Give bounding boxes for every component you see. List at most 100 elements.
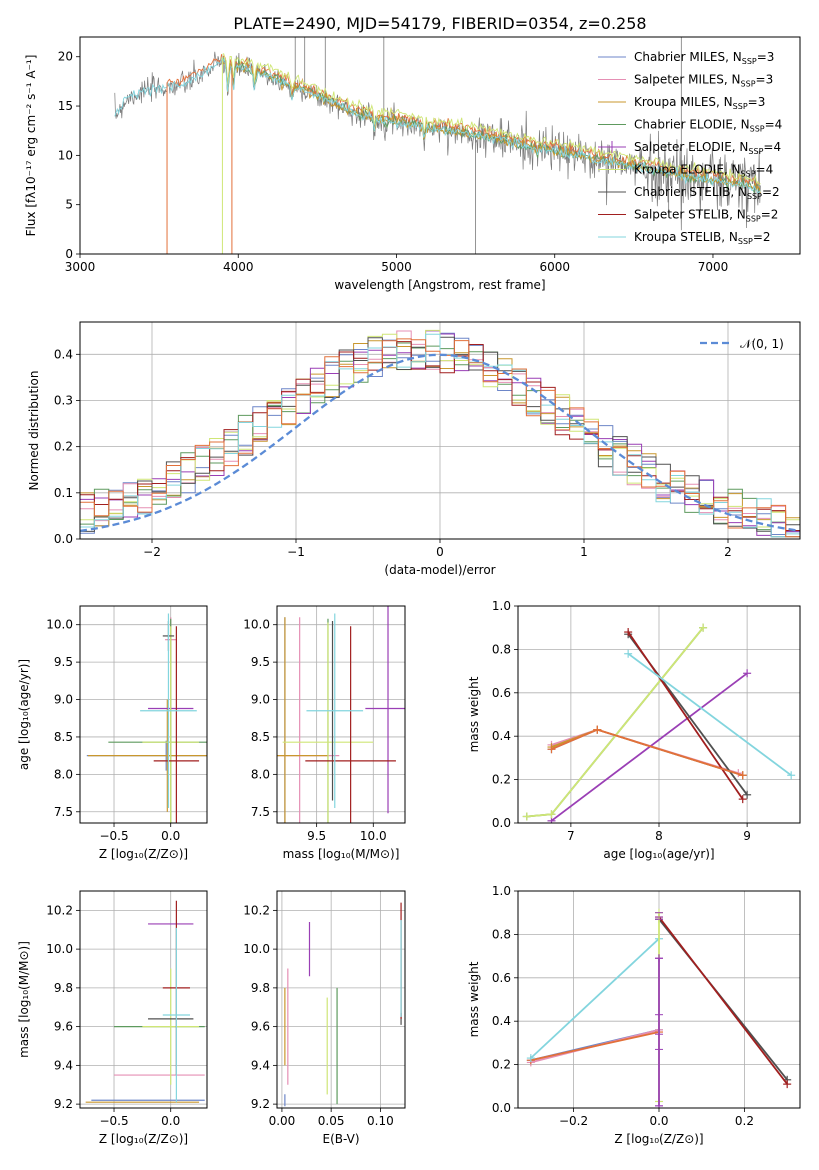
legend-value: =2 [761,208,779,222]
errorbar-point [142,626,200,823]
x-tick-label: 0.05 [318,1114,345,1128]
axes-frame [79,36,801,255]
x-axis-label: age [log₁₀(age/yr)] [603,847,714,861]
y-tick-label: 9.8 [251,981,270,995]
x-tick-label: −0.5 [99,1114,128,1128]
errorbar-point [365,606,405,814]
y-axis-label: age [log₁₀(age/yr)] [17,659,31,770]
y-axis-label: mass weight [467,676,481,752]
x-tick-label: 7 [567,829,575,843]
y-tick-labels: 0.0 0.2 0.4 0.6 0.8 1.0 [492,884,511,1115]
y-tick-label: 9.5 [251,655,270,669]
legend-value: =2 [762,185,780,199]
errorbar-point [142,968,200,1085]
legend-label: Salpeter ELODIE, NSSP=4 [634,140,781,156]
x-tick-labels: −2 −1 0 1 2 [143,545,732,559]
residual-histogram [80,333,800,538]
x-tick-label: 0.10 [367,1114,394,1128]
legend-subscript: SSP [741,170,756,179]
x-tick-labels: −0.2 0.0 0.2 [559,1114,754,1128]
errorbar-point [140,613,197,809]
y-axis-label: mass weight [467,961,481,1037]
y-tick-labels: 0.0 0.2 0.4 0.6 0.8 1.0 [492,599,511,830]
errorbar-point [306,613,364,809]
legend-subscript: SSP [747,192,762,201]
age_vs_Z-panel: −0.5 0.0 7.5 8.0 8.5 9.0 9.5 10.0 Z [log₁₀(Z/Z⊙)… [17,605,208,861]
y-tick-label: 10.0 [46,618,73,632]
y-tick-label: 0.8 [492,927,511,941]
y-tick-label: 0.6 [492,686,511,700]
y-tick-label: 7.5 [251,805,270,819]
x-tick-label: 0.2 [735,1114,754,1128]
y-tick-label: 0.6 [492,971,511,985]
legend-subscript: SSP [733,102,748,111]
legend-label: Chabrier MILES, NSSP=3 [634,50,774,66]
y-tick-labels: 9.2 9.4 9.6 9.8 10.0 10.2 [243,903,270,1111]
residual-legend: 𝒩(0, 1) [700,337,784,351]
x-axis-label: Z [log₁₀(Z/Z⊙)] [99,847,188,861]
axes-frame [79,321,801,540]
weight-series [624,630,752,799]
y-tick-label: 9.0 [251,693,270,707]
legend-value: =4 [765,118,783,132]
model-spectrum-line [166,54,760,188]
y-tick-label: 0 [65,247,73,261]
y-tick-label: 0.4 [492,729,511,743]
y-axis-label: Flux [fλ10⁻¹⁷ erg cm⁻² s⁻¹ A⁻¹] [24,55,38,237]
age_vs_mass-plot-area [277,606,405,823]
weight-line [526,627,704,818]
y-tick-label: 0.4 [492,1014,511,1028]
y-tick-label: 0.8 [492,642,511,656]
mass_vs_EBV-plot-area [284,902,402,1107]
x-tick-label: −0.2 [559,1114,588,1128]
x-tick-label: 9.5 [307,829,326,843]
y-tick-label: 1.0 [492,599,511,613]
legend-value: =3 [757,50,775,64]
y-tick-label: 10.2 [243,903,270,917]
x-tick-label: −2 [143,545,161,559]
y-tick-labels: 9.2 9.4 9.6 9.8 10.0 10.2 [46,903,73,1111]
x-tick-label: −0.5 [99,829,128,843]
weight-series [547,725,747,780]
legend-label: Salpeter STELIB, NSSP=2 [634,208,778,224]
y-tick-label: 15 [58,99,73,113]
x-axis-label: Z [log₁₀(Z/Z⊙)] [99,1132,188,1146]
x-tick-labels: 9.5 10.0 [307,829,387,843]
axes-frame [276,605,406,824]
x-axis-label: mass [log₁₀(M/M⊙)] [283,847,400,861]
spectrum-legend: Chabrier MILES, NSSP=3 Salpeter MILES, NS… [598,50,782,246]
y-tick-label: 0.1 [54,486,73,500]
x-tick-label: 0.0 [649,1114,668,1128]
x-tick-label: 0.0 [161,829,180,843]
errorbar-point [87,699,207,812]
legend-label: Chabrier STELIB, NSSP=2 [634,185,780,201]
y-tick-label: 1.0 [492,884,511,898]
weight-line [530,938,660,1059]
axes-frame [79,605,208,824]
weight-line [627,652,792,777]
spectrum-panel: 3000 4000 5000 6000 7000 0 5 10 15 20 wavelength [… [24,36,801,292]
legend-label: Salpeter MILES, NSSP=3 [634,73,773,89]
x-tick-label: 1 [580,545,588,559]
y-tick-label: 9.4 [54,1058,73,1072]
weight-series [655,913,792,1089]
y-tick-label: 8.0 [54,767,73,781]
x-axis-label: E(B-V) [322,1132,359,1146]
y-tick-label: 10.2 [46,903,73,917]
legend-label: Kroupa MILES, NSSP=3 [634,95,765,111]
y-tick-label: 10 [58,148,73,162]
x-tick-label: −1 [287,545,305,559]
weight-series [522,623,708,821]
weight-line [526,627,704,818]
x-tick-labels: 7 8 9 [567,829,751,843]
y-tick-label: 0.0 [492,1101,511,1115]
mass_vs_EBV-panel: 0.00 0.05 0.10 9.2 9.4 9.6 9.8 10.0 10.2 E(B-V) [243,890,406,1146]
y-tick-label: 8.0 [251,767,270,781]
legend-subscript: SSP [741,80,756,89]
x-tick-label: 3000 [65,260,96,274]
y-axis-label: mass [log₁₀(M/M⊙)] [17,941,31,1058]
x-tick-labels: 3000 4000 5000 6000 7000 [65,260,729,274]
x-tick-label: 0.0 [161,1114,180,1128]
weight-series [526,934,663,1063]
